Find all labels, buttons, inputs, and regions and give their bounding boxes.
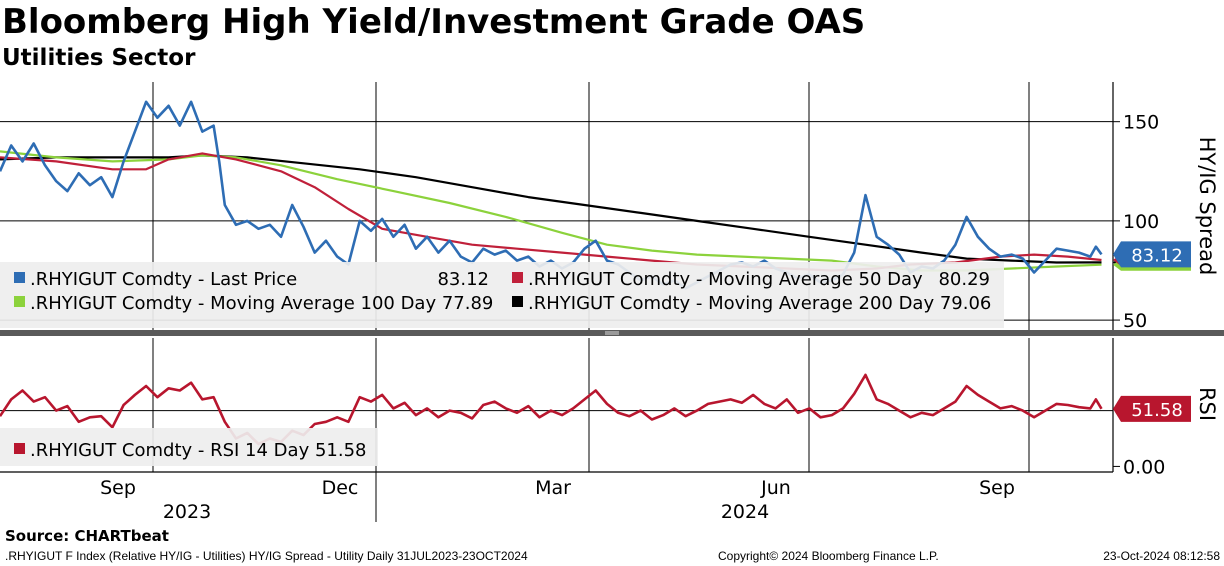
series-line-ma200 <box>0 154 1102 264</box>
main-legend-box <box>0 262 1004 328</box>
x-month-label: Sep <box>100 477 136 499</box>
panel-separator-grip <box>605 331 619 335</box>
legend-swatch-ma100 <box>14 296 25 307</box>
value-tag-last-price-text: 83.12 <box>1131 245 1183 266</box>
main-ytick-label: 50 <box>1123 310 1147 332</box>
x-year-label: 2024 <box>721 501 769 523</box>
value-tag-last-price <box>1113 241 1191 268</box>
footer-description: .RHYIGUT F Index (Relative HY/IG - Utili… <box>5 549 528 563</box>
legend-swatch-ma50 <box>512 272 523 283</box>
legend-label-last_price: .RHYIGUT Comdty - Last Price <box>30 269 297 290</box>
source-label: Source: CHARTbeat <box>5 527 169 545</box>
x-year-label: 2023 <box>163 501 211 523</box>
footer-timestamp: 23-Oct-2024 08:12:58 <box>1103 549 1220 563</box>
legend-label-ma100: .RHYIGUT Comdty - Moving Average 100 Day… <box>30 293 493 314</box>
legend-label-rsi: .RHYIGUT Comdty - RSI 14 Day 51.58 <box>30 440 366 461</box>
x-month-label: Mar <box>535 477 571 499</box>
series-line-last_price <box>0 100 1103 290</box>
main-ytick-label: 150 <box>1123 112 1159 134</box>
series-line-rsi <box>0 373 1103 446</box>
x-month-label: Dec <box>322 477 359 499</box>
value-tag-rsi-text: 51.58 <box>1131 400 1183 421</box>
chart-subtitle: Utilities Sector <box>2 45 196 71</box>
legend-swatch-last_price <box>14 272 25 283</box>
chart-title: Bloomberg High Yield/Investment Grade OA… <box>2 2 866 42</box>
footer-copyright: Copyright© 2024 Bloomberg Finance L.P. <box>718 549 939 563</box>
legend-value-ma50: 80.29 <box>938 269 990 290</box>
legend-swatch-ma200 <box>512 296 523 307</box>
main-ytick-label: 100 <box>1123 211 1159 233</box>
rsi-ytick-label: 0.00 <box>1123 456 1165 478</box>
x-month-label: Sep <box>979 477 1015 499</box>
x-month-label: Jun <box>760 477 791 499</box>
value-tag-rsi <box>1113 395 1191 422</box>
legend-swatch-rsi <box>14 443 25 454</box>
rsi-legend-box <box>0 428 378 466</box>
legend-label-ma200: .RHYIGUT Comdty - Moving Average 200 Day… <box>528 293 991 314</box>
legend-value-last_price: 83.12 <box>437 269 489 290</box>
series-line-ma50 <box>0 152 1102 272</box>
rsi-ylabel: RSI <box>1195 387 1219 421</box>
legend-label-ma50: .RHYIGUT Comdty - Moving Average 50 Day <box>528 269 923 290</box>
main-ylabel: HY/IG Spread <box>1195 137 1219 276</box>
